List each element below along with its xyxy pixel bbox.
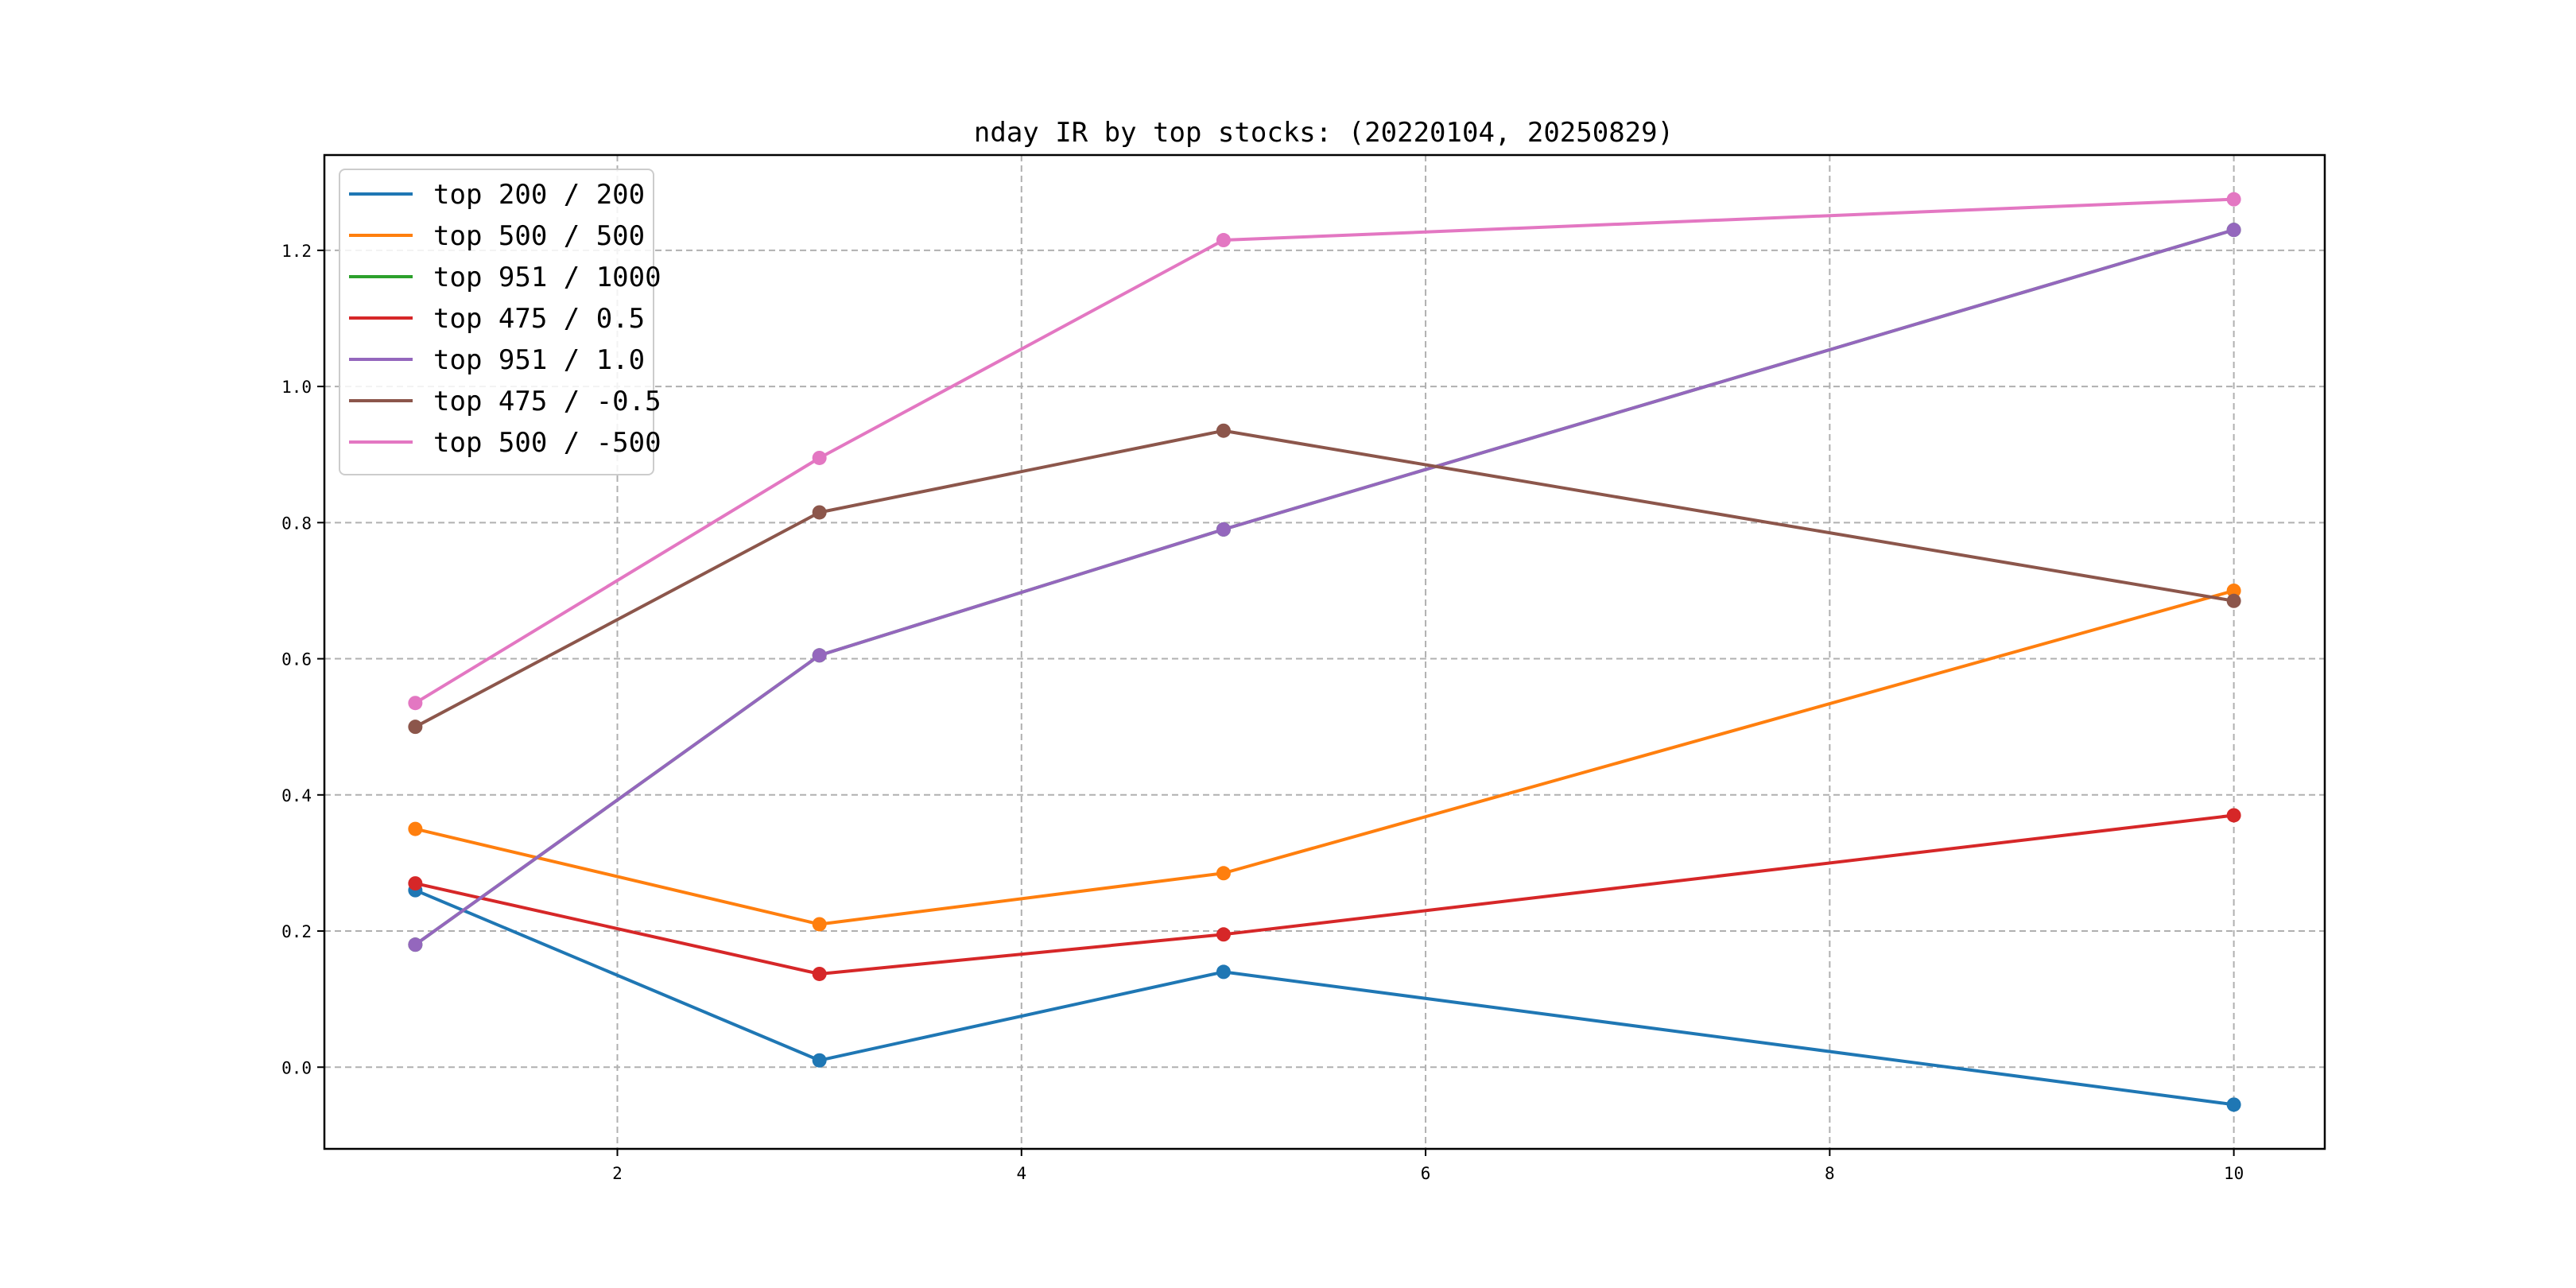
data-point xyxy=(812,966,827,981)
data-point xyxy=(2226,593,2241,608)
data-point xyxy=(2226,192,2241,207)
legend-item: top 475 / -0.5 xyxy=(349,386,661,417)
data-point xyxy=(812,917,827,932)
legend-label: top 951 / 1.0 xyxy=(433,344,645,376)
legend-box xyxy=(339,169,654,475)
legend-item: top 500 / 500 xyxy=(349,220,645,252)
y-tick-label: 0.4 xyxy=(281,786,312,805)
y-tick-label: 1.0 xyxy=(281,378,312,397)
series-line xyxy=(414,197,2234,704)
axis-ticks: 2 4 6 8 10 0.0 0.2 0.4 0.6 0.8 1.0 1.2 xyxy=(281,242,2244,1183)
series-line xyxy=(414,813,2234,976)
legend-item: top 951 / 1.0 xyxy=(349,344,645,376)
y-tick-label: 1.2 xyxy=(281,242,312,261)
x-tick-label: 6 xyxy=(1421,1164,1431,1183)
data-point xyxy=(2226,583,2241,598)
legend-label: top 475 / -0.5 xyxy=(433,386,661,417)
data-point xyxy=(1216,866,1231,881)
data-point xyxy=(1216,522,1231,537)
series-line xyxy=(414,429,2234,728)
x-tick-label: 4 xyxy=(1016,1164,1026,1183)
series-7 xyxy=(408,192,2241,711)
legend-label: top 200 / 200 xyxy=(433,179,645,211)
data-point xyxy=(408,696,423,711)
legend-item: top 475 / 0.5 xyxy=(349,303,645,335)
y-tick-label: 0.8 xyxy=(281,514,312,533)
data-point xyxy=(812,450,827,465)
data-point xyxy=(1216,423,1231,438)
data-point xyxy=(408,876,423,891)
data-point xyxy=(2226,1097,2241,1112)
series-line xyxy=(414,888,2234,1107)
legend-label: top 500 / -500 xyxy=(433,427,661,459)
data-point xyxy=(408,821,423,836)
data-point xyxy=(812,1053,827,1068)
series-line xyxy=(414,228,2235,946)
legend-item: top 200 / 200 xyxy=(349,179,645,211)
series-lines xyxy=(408,192,2241,1112)
grid-lines xyxy=(324,155,2325,1149)
series-4 xyxy=(408,808,2241,981)
legend-label: top 475 / 0.5 xyxy=(433,303,645,335)
plot-area-frame xyxy=(323,153,2326,1150)
series-line xyxy=(414,589,2235,926)
data-point xyxy=(1216,964,1231,980)
x-tick-label: 10 xyxy=(2224,1164,2244,1183)
data-point xyxy=(408,937,423,952)
x-tick-label: 8 xyxy=(1825,1164,1835,1183)
series-2 xyxy=(408,583,2241,932)
data-point xyxy=(1216,233,1231,248)
chart-title: nday IR by top stocks: (20220104, 202508… xyxy=(974,117,1674,149)
data-point xyxy=(408,720,423,735)
data-point xyxy=(2226,808,2241,823)
data-point xyxy=(1216,927,1231,942)
data-point xyxy=(2226,223,2241,238)
data-point xyxy=(812,648,827,663)
y-tick-label: 0.2 xyxy=(281,922,312,941)
y-tick-label: 0.0 xyxy=(281,1058,312,1077)
series-6 xyxy=(408,423,2241,735)
legend: top 200 / 200 top 500 / 500 top 951 / 1000… xyxy=(339,169,661,475)
legend-label: top 951 / 1000 xyxy=(433,262,661,293)
x-tick-label: 2 xyxy=(612,1164,623,1183)
series-5 xyxy=(408,223,2241,952)
legend-label: top 500 / 500 xyxy=(433,220,645,252)
legend-item: top 951 / 1000 xyxy=(349,262,661,293)
legend-item: top 500 / -500 xyxy=(349,427,661,459)
data-point xyxy=(812,505,827,520)
y-tick-label: 0.6 xyxy=(281,650,312,669)
